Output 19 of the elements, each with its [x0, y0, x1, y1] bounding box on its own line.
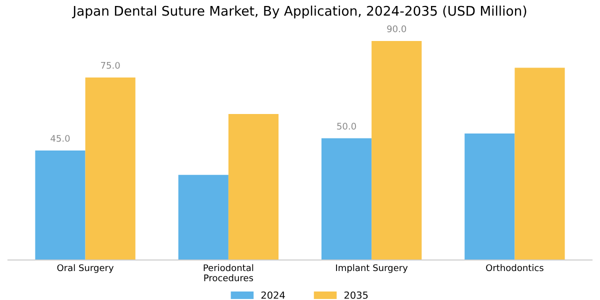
bar: [228, 114, 279, 260]
bar: [514, 68, 565, 260]
bar: [321, 138, 372, 260]
legend-label: 2024: [261, 291, 285, 299]
bar: [464, 133, 515, 260]
chart-title: Japan Dental Suture Market, By Application, 2024-2035 (USD Million): [72, 6, 526, 18]
bar: [35, 150, 86, 260]
x-tick-label: Oral Surgery: [57, 264, 114, 273]
x-tick-label: Orthodontics: [486, 264, 544, 272]
data-label: 75.0: [101, 62, 120, 69]
bar: [372, 40, 422, 260]
x-tick-label: Periodontal Procedures: [204, 264, 254, 282]
data-label: 45.0: [50, 134, 70, 142]
x-tick-label: Implant Surgery: [336, 264, 408, 273]
bar: [178, 174, 228, 260]
data-label: 90.0: [387, 25, 406, 32]
legend-label: 2035: [344, 291, 368, 299]
data-label: 50.0: [337, 122, 356, 130]
bar: [85, 77, 136, 260]
